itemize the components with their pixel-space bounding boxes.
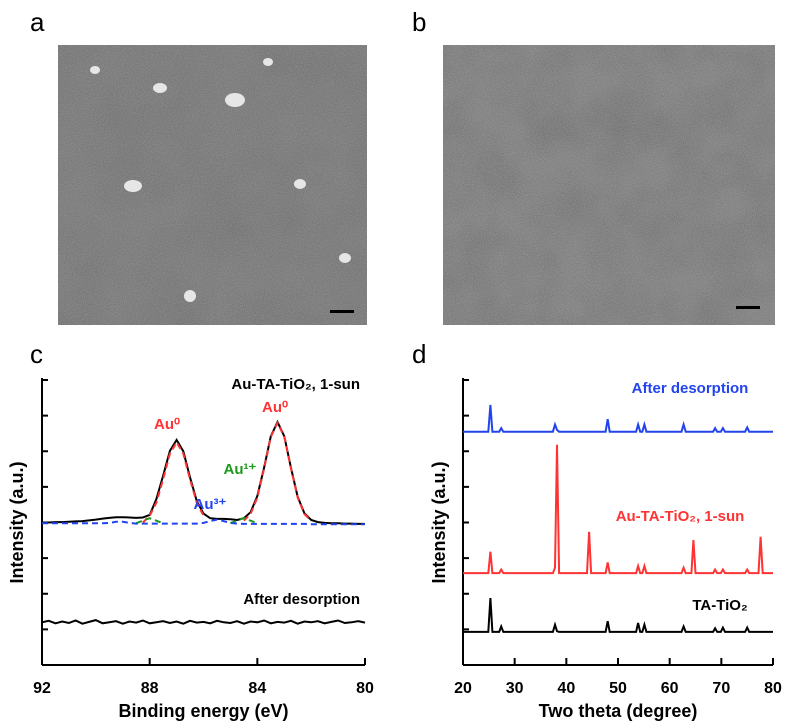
- series-label: Au-TA-TiO₂, 1-sun: [616, 508, 745, 525]
- x-tick-label: 80: [764, 680, 782, 697]
- series-line: [463, 597, 773, 633]
- x-tick-label: 84: [248, 680, 266, 697]
- x-tick-label: 30: [506, 680, 524, 697]
- x-tick-label: 80: [356, 680, 374, 697]
- micrograph-b: [443, 45, 775, 325]
- series-line: [41, 619, 366, 625]
- y-axis-label: Intensity (a.u.): [7, 461, 27, 583]
- panel-label: b: [412, 7, 426, 37]
- panel-label: a: [30, 7, 45, 37]
- series-line: [463, 444, 773, 575]
- x-tick-label: 88: [141, 680, 159, 697]
- annotation: Au³⁺: [194, 496, 227, 513]
- series-line: [135, 516, 258, 525]
- panel-label: c: [30, 339, 43, 369]
- series-label: After desorption: [632, 380, 749, 397]
- series-label: TA-TiO₂: [692, 597, 747, 614]
- x-tick-label: 60: [661, 680, 679, 697]
- panel-label: d: [412, 339, 426, 369]
- x-axis-label: Binding energy (eV): [118, 701, 288, 721]
- x-tick-label: 92: [33, 680, 51, 697]
- series-label: Au-TA-TiO₂, 1-sun: [231, 376, 360, 393]
- series-line: [42, 518, 365, 526]
- micrograph-a: [58, 45, 367, 325]
- x-tick-label: 50: [609, 680, 627, 697]
- annotation: Au⁰: [154, 416, 180, 433]
- series-line: [463, 404, 773, 433]
- x-axis-label: Two theta (degree): [539, 701, 698, 721]
- y-axis-label: Intensity (a.u.): [429, 461, 449, 583]
- x-tick-label: 70: [712, 680, 730, 697]
- series-line: [142, 420, 312, 524]
- annotation: Au⁰: [262, 399, 288, 416]
- x-tick-label: 40: [557, 680, 575, 697]
- series-label: After desorption: [243, 591, 360, 608]
- annotation: Au¹⁺: [224, 461, 257, 478]
- x-tick-label: 20: [454, 680, 472, 697]
